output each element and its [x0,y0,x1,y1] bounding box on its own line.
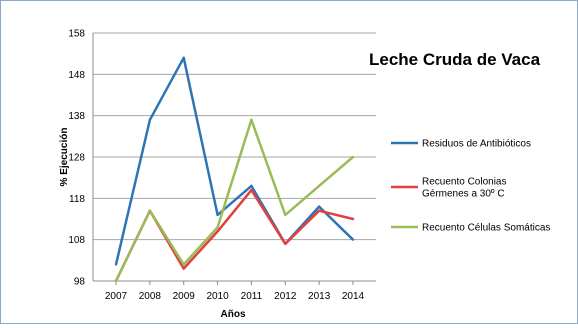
data-point [216,213,219,217]
x-tick-label: 2010 [206,291,229,302]
data-point [284,242,287,245]
x-tick-label: 2012 [274,291,297,302]
legend-label: Residuos de Antibióticos [422,139,531,150]
y-tick-label: 158 [68,29,85,40]
data-point [250,118,253,122]
data-point [114,279,118,283]
data-point [250,188,253,192]
data-point [317,184,321,188]
data-point [351,217,355,221]
x-tick-label: 2014 [342,291,365,302]
x-tick-labels: 2007 2008 2009 2010 2011 2012 2013 2014 [105,281,365,302]
grid-layer [93,32,376,241]
y-tick-label: 148 [68,70,85,81]
axis-layer [92,33,376,282]
data-point [216,230,219,233]
legend-label: Recuento Colonias Gérmenes a 30º C [422,177,507,200]
series-layer [114,56,355,283]
data-point [317,205,321,208]
x-tick-label: 2008 [139,291,162,302]
data-point [148,209,152,212]
data-point [317,209,321,212]
y-tick-label: 138 [68,111,85,122]
series-line-1 [114,56,354,265]
data-point [182,56,185,59]
x-tick-label: 2013 [308,291,331,302]
data-point [216,226,219,229]
data-point [182,263,185,266]
y-tick-label: 118 [69,194,85,205]
x-tick-label: 2007 [105,291,128,302]
x-axis-label: Años [221,309,246,320]
data-point [250,184,253,188]
series-line-3 [114,118,354,282]
y-tick-label: 108 [68,235,85,246]
data-point [284,213,287,217]
series-line-2 [114,188,354,282]
legend: Residuos de Antibióticos Recuento Colonia… [391,139,550,234]
y-tick-label: 98 [74,277,86,288]
data-point [351,155,355,159]
data-point [148,118,152,122]
y-tick-labels: 98 108 118 128 138 148 158 [68,29,85,288]
data-point [182,267,185,270]
y-axis-label: % Ejecución [59,128,70,187]
legend-label: Recuento Células Somáticas [422,223,550,234]
x-tick-label: 2011 [241,291,263,302]
x-tick-label: 2009 [173,291,196,302]
data-point [114,263,118,266]
chart-svg: 98 108 118 128 138 148 158 2007 2008 2009 2010 201… [59,29,550,321]
y-tick-label: 128 [68,153,85,164]
data-point [351,238,355,241]
chart-title: Leche Cruda de Vaca [369,50,541,69]
